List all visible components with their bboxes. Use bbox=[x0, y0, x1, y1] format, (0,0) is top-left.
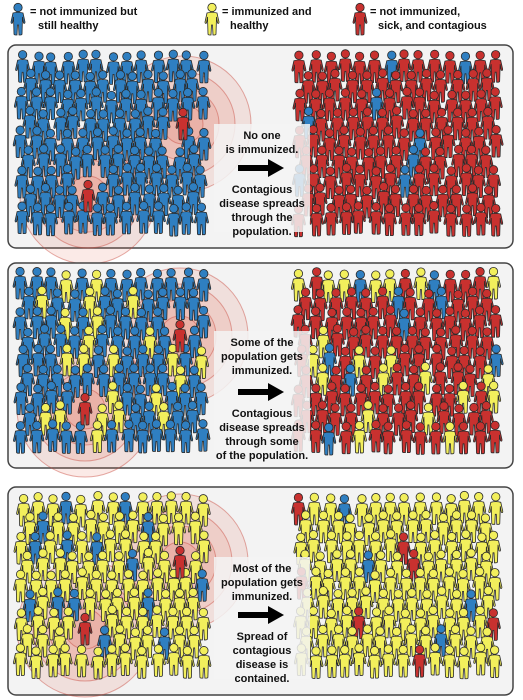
caption-text: population gets bbox=[221, 351, 303, 363]
caption-text: contagious bbox=[233, 645, 292, 657]
caption-text: through some bbox=[225, 436, 298, 448]
legend-text: = not immunized, bbox=[370, 6, 460, 18]
caption-text: through the bbox=[231, 212, 292, 224]
panel: No one is immunized. Contagious disease spr… bbox=[7, 44, 514, 265]
caption-text: population. bbox=[232, 226, 291, 238]
arrow-head bbox=[268, 159, 284, 177]
legend-icon bbox=[204, 2, 220, 36]
legend-text: sick, and contagious bbox=[378, 20, 487, 32]
legend-text: = not immunized but bbox=[30, 6, 138, 18]
legend-text: = immunized and bbox=[222, 6, 312, 18]
caption-text: immunized. bbox=[232, 365, 293, 377]
caption-text: Spread of bbox=[237, 631, 288, 643]
caption-text: immunized. bbox=[232, 591, 293, 603]
caption-text: Most of the bbox=[233, 563, 292, 575]
caption-text: Some of the bbox=[231, 337, 294, 349]
caption-text: is immunized. bbox=[226, 144, 299, 156]
panel: Most of the population gets immunized. Spre… bbox=[7, 486, 514, 698]
caption-text: No one bbox=[243, 130, 280, 142]
caption-text: of the population. bbox=[216, 450, 308, 462]
legend-text: still healthy bbox=[38, 20, 99, 32]
legend-icon bbox=[10, 2, 26, 36]
caption-text: contained. bbox=[234, 673, 289, 685]
caption-text: Contagious bbox=[232, 184, 293, 196]
caption-text: disease spreads bbox=[219, 198, 305, 210]
arrow-head bbox=[268, 383, 284, 401]
legend-icon bbox=[352, 2, 368, 36]
caption-bg bbox=[214, 124, 310, 232]
legend: = not immunized but still healthy = immu… bbox=[10, 2, 487, 36]
legend-text: healthy bbox=[230, 20, 269, 32]
panel: Some of the population gets immunized. Cont… bbox=[7, 262, 514, 478]
caption-text: population gets bbox=[221, 577, 303, 589]
caption-text: disease spreads bbox=[219, 422, 305, 434]
caption-text: Contagious bbox=[232, 408, 293, 420]
arrow-head bbox=[268, 606, 284, 624]
caption-text: disease is bbox=[236, 659, 289, 671]
